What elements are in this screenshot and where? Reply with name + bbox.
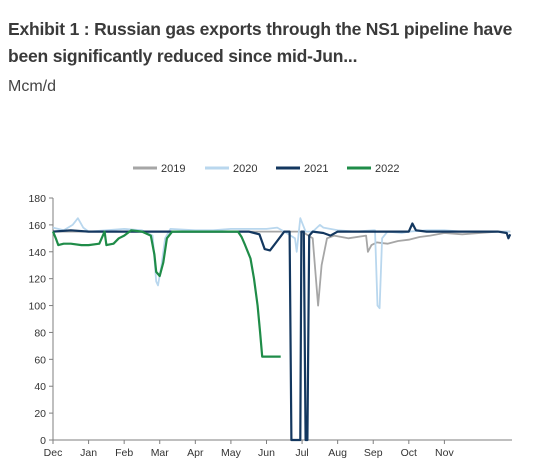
y-tick-label: 20 [34,408,46,420]
x-tick-label: Nov [435,447,454,459]
x-tick-label: Sep [364,447,383,459]
series-group [51,217,512,442]
legend-label-2021: 2021 [304,163,328,175]
x-tick-label: Mar [151,447,170,459]
x-tick-label: Dec [44,447,63,459]
x-tick-label: Aug [328,447,347,459]
legend: 2019 2020 2021 2022 [133,163,399,175]
legend-label-2019: 2019 [161,163,185,175]
y-tick-label: 80 [34,327,46,339]
x-tick-label: Jun [258,447,275,459]
x-tick-label: Oct [401,447,417,459]
x-tick-label: Feb [115,447,133,459]
y-tick-label: 180 [28,193,46,205]
legend-label-2020: 2020 [233,163,257,175]
x-tick-label: Jan [80,447,97,459]
series-line-2021 [52,222,512,442]
y-tick-label: 60 [34,354,46,366]
chart-title: Exhibit 1 : Russian gas exports through … [8,19,513,66]
x-tick-label: Apr [187,447,204,459]
y-tick-label: 120 [28,274,46,286]
legend-label-2022: 2022 [375,163,399,175]
y-tick-label: 100 [28,301,46,313]
axes: 0 20 40 60 80 100 120 140 160 180 Dec Jan Feb Mar Apr M… [28,193,512,459]
series-line-2022 [51,229,281,358]
chart-subtitle: Mcm/d [8,78,56,95]
y-tick-label: 40 [34,381,46,393]
x-tick-label: May [221,447,242,459]
y-tick-label: 140 [28,247,46,259]
y-tick-label: 160 [28,220,46,232]
x-tick-label: Jul [295,447,308,459]
y-tick-label: 0 [40,435,46,447]
series-line-2019 [53,230,511,307]
